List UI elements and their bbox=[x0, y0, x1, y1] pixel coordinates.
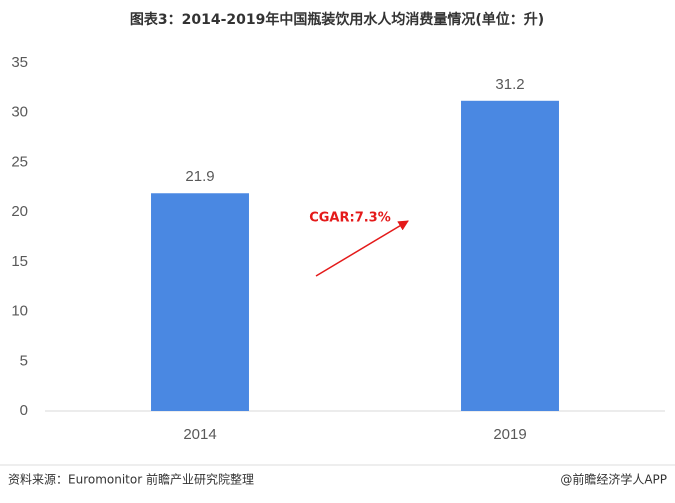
y-tick-label: 5 bbox=[20, 352, 28, 369]
annotation-arrow bbox=[315, 220, 409, 277]
y-tick-label: 20 bbox=[11, 203, 28, 220]
x-tick-label: 2019 bbox=[493, 426, 526, 443]
y-tick-label: 0 bbox=[20, 402, 28, 419]
bar bbox=[461, 100, 559, 411]
y-tick-label: 15 bbox=[11, 253, 28, 270]
value-label: 31.2 bbox=[495, 76, 524, 93]
chart-title: 图表3：2014-2019年中国瓶装饮用水人均消费量情况(单位：升) bbox=[130, 11, 544, 28]
x-tick-label: 2014 bbox=[183, 426, 216, 443]
y-tick-label: 35 bbox=[11, 54, 28, 71]
y-tick-label: 10 bbox=[11, 303, 28, 320]
value-label: 21.9 bbox=[185, 168, 214, 185]
bar bbox=[151, 193, 249, 411]
y-tick-label: 25 bbox=[11, 153, 28, 170]
annotation: CGAR:7.3% bbox=[309, 211, 391, 226]
footer: @前瞻经济学人APP bbox=[560, 472, 667, 487]
source: 资料来源：Euromonitor 前瞻产业研究院整理 bbox=[8, 472, 254, 487]
y-tick-label: 30 bbox=[11, 104, 28, 121]
